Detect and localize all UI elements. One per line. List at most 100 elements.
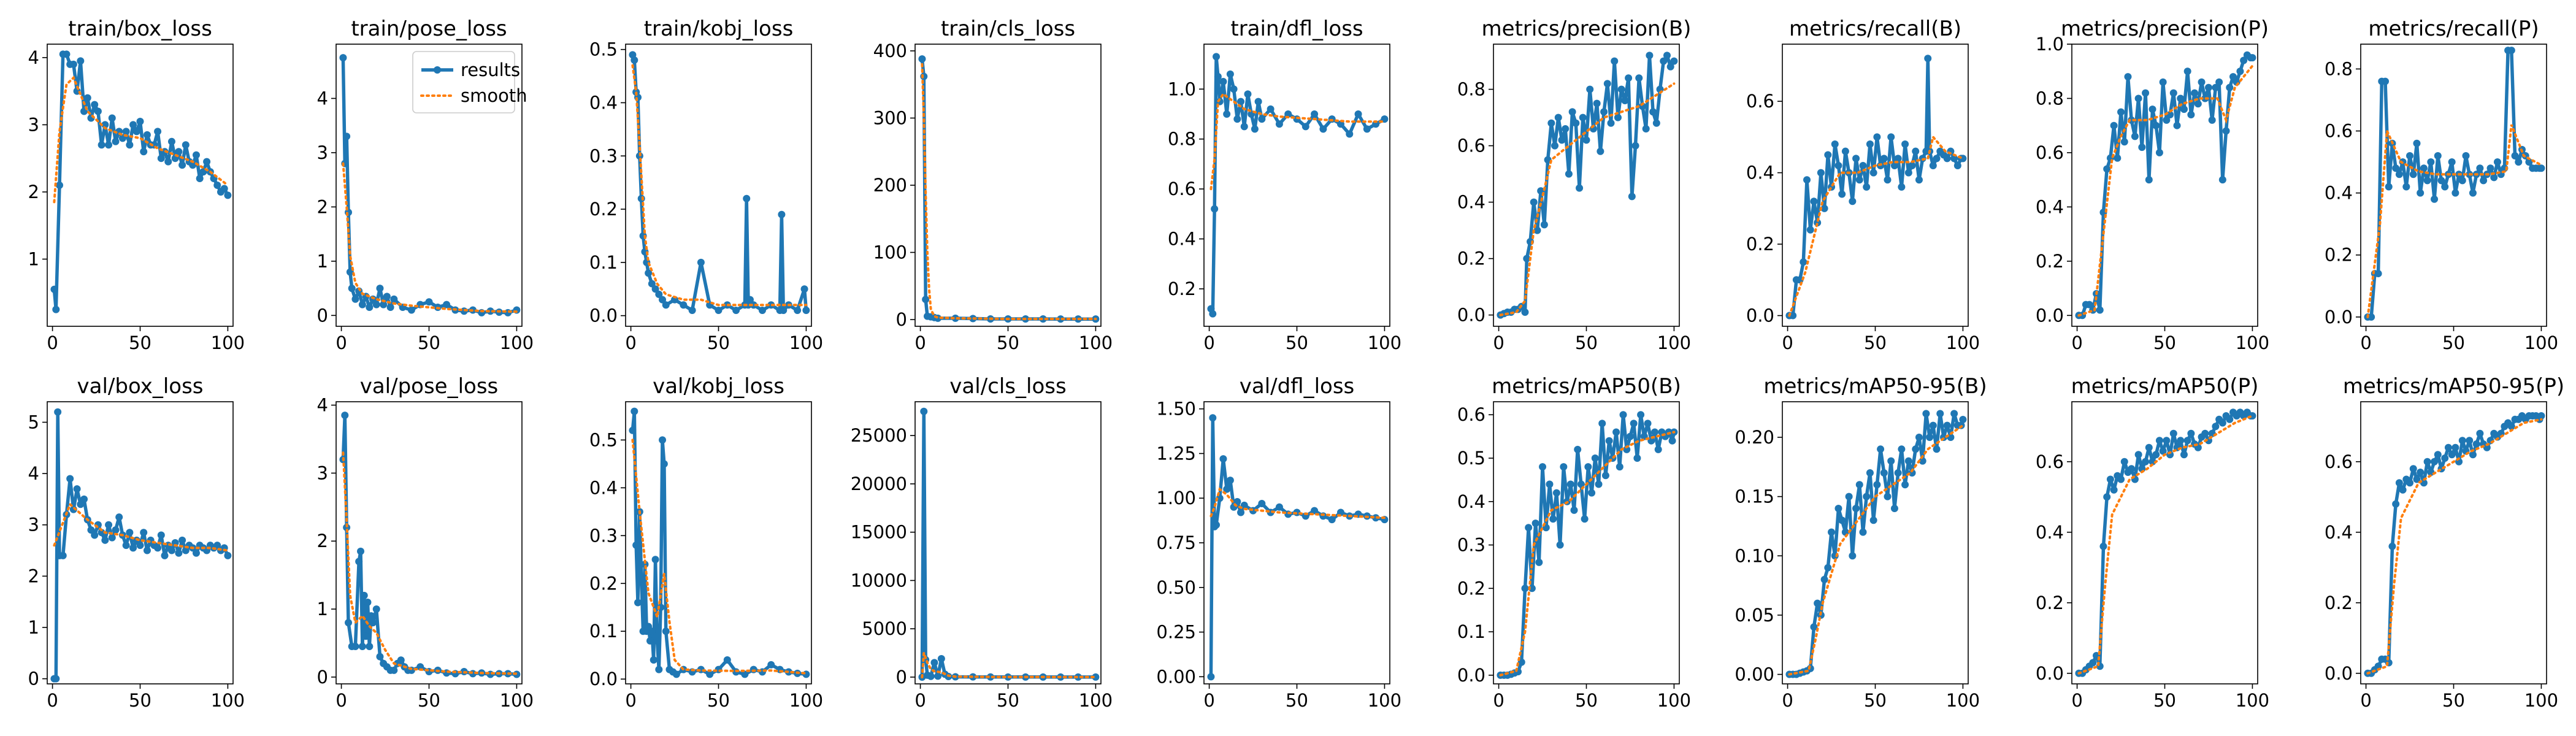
results-point xyxy=(175,148,183,156)
smooth-line xyxy=(2366,418,2543,675)
y-tick-label: 10000 xyxy=(851,570,907,591)
results-point xyxy=(1254,98,1262,105)
results-point xyxy=(645,269,653,277)
axes-frame xyxy=(47,44,234,327)
results-point xyxy=(2131,132,2139,140)
subplot-title: metrics/recall(P) xyxy=(2368,17,2539,41)
results-point xyxy=(1873,133,1881,141)
results-point xyxy=(1654,445,1662,453)
subplot-metrics-map50-p: metrics/mAP50(P) 0 50 100 0.0 0.2 0.4 0.6 xyxy=(2036,374,2269,711)
subplot-metrics-map50-95-p: metrics/mAP50-95(P) 0 50 100 0.0 0.2 0.4 0.6 xyxy=(2325,374,2564,711)
results-point xyxy=(224,191,232,199)
results-point xyxy=(1803,176,1811,184)
results-point xyxy=(1572,119,1580,127)
y-tick-label: 0.4 xyxy=(1457,491,1485,512)
x-tick-label: 0 xyxy=(2360,332,2371,353)
results-point xyxy=(1834,161,1842,169)
results-point xyxy=(2163,437,2171,445)
results-point xyxy=(1547,119,1555,127)
results-point xyxy=(1933,155,1941,163)
results-line xyxy=(631,54,808,312)
results-point xyxy=(98,141,105,149)
x-tick-label: 0 xyxy=(1493,332,1504,353)
smooth-line xyxy=(1788,134,1965,317)
subplot-train-cls-loss: train/cls_loss 0 50 100 0 100 200 300 400 xyxy=(873,17,1113,353)
results-point xyxy=(383,293,391,301)
results-point xyxy=(390,666,398,674)
results-point xyxy=(1852,155,1860,163)
results-point xyxy=(651,556,659,564)
x-tick-label: 50 xyxy=(997,690,1019,711)
results-point xyxy=(715,306,723,314)
results-point xyxy=(1814,599,1822,607)
results-point xyxy=(1859,161,1867,169)
results-point xyxy=(1223,110,1231,118)
x-tick-label: 0 xyxy=(1782,332,1793,353)
results-point xyxy=(1311,110,1319,118)
subplot-title: train/cls_loss xyxy=(941,17,1075,41)
results-point xyxy=(1943,155,1951,163)
y-tick-label: 2 xyxy=(317,531,328,551)
y-tick-label: 0.75 xyxy=(1156,532,1196,553)
results-point xyxy=(1233,115,1241,123)
results-point xyxy=(1898,445,1906,453)
y-tick-label: 400 xyxy=(873,40,907,61)
results-point xyxy=(105,141,113,149)
results-point xyxy=(767,661,775,669)
results-point xyxy=(1838,516,1846,524)
y-tick-label: 0.05 xyxy=(1735,605,1774,626)
results-point xyxy=(1540,221,1548,229)
y-tick-label: 0.2 xyxy=(2036,251,2064,272)
subplot-train-box-loss: train/box_loss 0 50 100 1 2 3 4 xyxy=(28,17,245,353)
results-point xyxy=(355,558,363,565)
results-point xyxy=(1649,108,1657,116)
results-point xyxy=(2124,73,2132,81)
results-point xyxy=(372,301,380,309)
y-tick-label: 0 xyxy=(28,669,39,689)
results-point xyxy=(52,675,60,683)
results-point xyxy=(54,408,62,416)
x-tick-label: 100 xyxy=(500,690,534,711)
results-point xyxy=(112,137,120,145)
y-tick-label: 0.0 xyxy=(2036,663,2064,684)
plot-area xyxy=(339,412,521,678)
axes-frame xyxy=(1203,44,1390,327)
results-point xyxy=(376,653,384,661)
results-point xyxy=(2507,47,2515,55)
y-tick-label: 0.6 xyxy=(2325,121,2353,142)
results-point xyxy=(1863,493,1871,500)
results-point xyxy=(203,158,211,166)
results-point xyxy=(345,619,353,627)
results-point xyxy=(2226,83,2234,91)
results-point xyxy=(143,131,151,139)
results-point xyxy=(2490,174,2498,182)
y-tick-label: 0.8 xyxy=(2036,88,2064,109)
results-point xyxy=(2448,451,2456,459)
results-point xyxy=(662,301,670,309)
y-tick-label: 1 xyxy=(28,248,39,269)
y-tick-label: 1.50 xyxy=(1156,399,1196,420)
subplot-title: train/dfl_loss xyxy=(1230,17,1363,41)
results-point xyxy=(2515,158,2523,166)
subplot-metrics-precision-p: metrics/precision(P) 0 50 100 0.0 0.2 0.4 0.6 0.… xyxy=(2036,17,2269,353)
legend-results-marker xyxy=(434,66,441,74)
results-point xyxy=(108,534,116,542)
plot-area xyxy=(1785,410,1967,678)
y-tick-label: 0.1 xyxy=(1457,621,1485,642)
plot-area xyxy=(2364,412,2545,677)
y-tick-label: 15000 xyxy=(851,522,907,543)
x-tick-label: 100 xyxy=(1946,332,1980,353)
results-point xyxy=(1869,169,1877,177)
results-point xyxy=(2388,542,2396,550)
results-point xyxy=(2163,116,2171,124)
results-point xyxy=(2114,154,2122,162)
results-point xyxy=(2448,158,2456,166)
results-point xyxy=(1566,480,1574,488)
smooth-line xyxy=(921,652,1097,678)
results-point xyxy=(2248,54,2256,62)
y-tick-label: 5 xyxy=(28,412,39,432)
results-point xyxy=(1554,113,1562,121)
results-point xyxy=(930,659,938,667)
results-point xyxy=(1301,123,1309,131)
plot-area xyxy=(50,50,232,313)
